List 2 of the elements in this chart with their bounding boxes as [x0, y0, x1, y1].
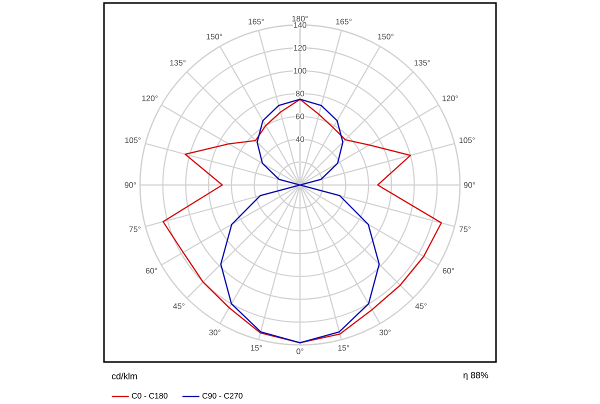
text: η 88% [464, 372, 488, 380]
text: cd/klm [112, 372, 137, 380]
